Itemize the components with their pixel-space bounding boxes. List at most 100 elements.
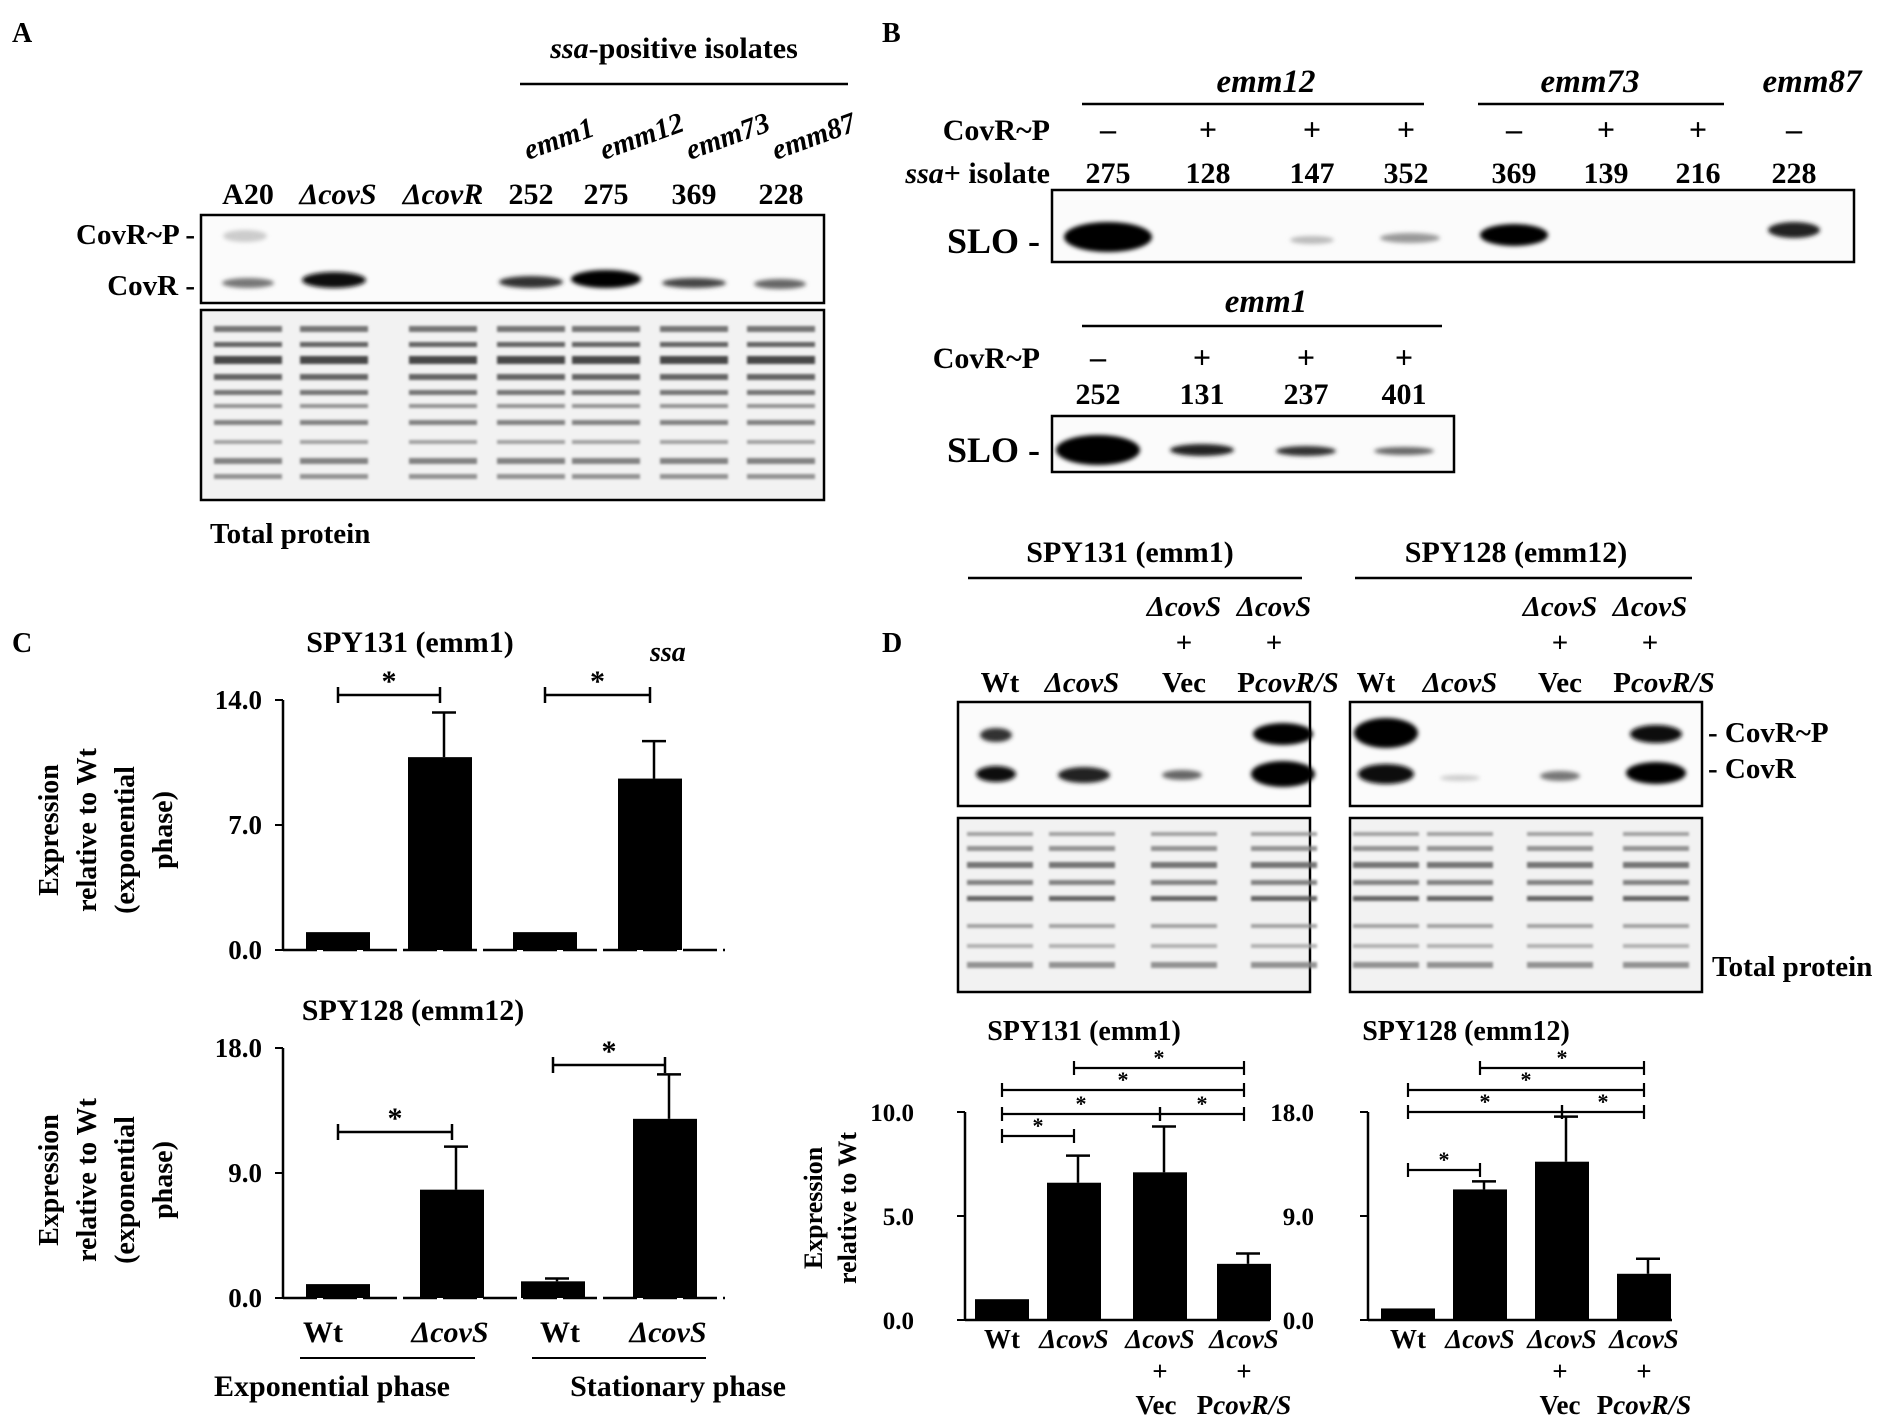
significance-star: * bbox=[1076, 1091, 1087, 1116]
protein-band bbox=[967, 962, 1033, 968]
protein-band bbox=[1353, 832, 1419, 836]
protein-band bbox=[214, 420, 282, 425]
ylabel-line: Expression bbox=[799, 1146, 828, 1269]
significance-star: * bbox=[1480, 1089, 1491, 1114]
protein-band bbox=[214, 390, 282, 395]
x-label: Wt bbox=[984, 1324, 1020, 1354]
protein-band bbox=[1427, 944, 1493, 948]
y-tick-label: 5.0 bbox=[883, 1204, 914, 1231]
emm-label: emm73 bbox=[681, 107, 774, 167]
protein-band bbox=[409, 390, 477, 395]
protein-band bbox=[1049, 832, 1115, 836]
protein-band bbox=[660, 458, 728, 464]
bar bbox=[975, 1299, 1029, 1320]
slo-label: SLO - bbox=[947, 430, 1040, 470]
protein-band bbox=[1151, 924, 1217, 928]
protein-band bbox=[1251, 862, 1317, 868]
protein-band bbox=[497, 326, 565, 332]
protein-band bbox=[1251, 880, 1317, 885]
protein-band bbox=[214, 342, 282, 347]
protein-band bbox=[572, 458, 640, 464]
ylabel-line: relative to Wt bbox=[72, 1097, 103, 1261]
protein-band bbox=[660, 342, 728, 347]
protein-band bbox=[214, 474, 282, 479]
lane-label: Wt bbox=[981, 667, 1020, 699]
isolate-number: 252 bbox=[1076, 378, 1121, 411]
lane-top: ΔcovS bbox=[1236, 591, 1312, 623]
protein-band bbox=[1623, 846, 1689, 851]
lane-label: Wt bbox=[1357, 667, 1396, 699]
protein-band bbox=[1527, 924, 1593, 928]
plus-sign: + bbox=[1176, 627, 1193, 659]
y-tick-label: 0.0 bbox=[883, 1308, 914, 1335]
significance-star: * bbox=[1154, 1045, 1165, 1070]
protein-band bbox=[1623, 962, 1689, 968]
chart-title: SPY128 (emm12) bbox=[302, 994, 524, 1027]
isolate-number: 228 bbox=[1772, 157, 1817, 190]
y-tick-label: 0.0 bbox=[228, 935, 262, 965]
covr-band-label: CovR - bbox=[107, 270, 195, 302]
western-blot-d-emm12 bbox=[1348, 700, 1704, 808]
protein-band bbox=[497, 356, 565, 364]
lane-label: ΔcovS bbox=[298, 178, 376, 211]
lane-top: ΔcovS bbox=[1146, 591, 1222, 623]
x-label: ΔcovS bbox=[1038, 1324, 1108, 1354]
isolate-number: 147 bbox=[1290, 157, 1335, 190]
bar bbox=[1047, 1182, 1101, 1320]
emm-label: emm87 bbox=[767, 106, 861, 166]
protein-band bbox=[497, 458, 565, 464]
bar-chart-d-emm1: 0.0 5.0 10.0 * * * * * bbox=[870, 1045, 1271, 1335]
significance-star: * bbox=[1521, 1067, 1532, 1092]
lane-label: 252 bbox=[509, 178, 554, 211]
plus-sign: + bbox=[1642, 627, 1659, 659]
protein-band bbox=[214, 440, 282, 444]
protein-band bbox=[1623, 944, 1689, 948]
covr-p-sign: – bbox=[1785, 111, 1803, 147]
covr-p-sign: + bbox=[1689, 111, 1707, 147]
western-blot-b-row1 bbox=[1050, 188, 1856, 264]
covr-p-sign: + bbox=[1395, 339, 1413, 375]
protein-band bbox=[497, 342, 565, 347]
panel-a: A ssa-positive isolates emm1 emm12 emm73… bbox=[12, 18, 862, 550]
protein-band bbox=[967, 896, 1033, 901]
panel-d: D SPY131 (emm1) SPY128 (emm12) ΔcovS Δco… bbox=[799, 536, 1872, 1420]
protein-band bbox=[572, 474, 640, 479]
slo-bands-row1 bbox=[1064, 222, 1820, 252]
protein-band bbox=[497, 404, 565, 408]
bar bbox=[1453, 1189, 1507, 1320]
x-sub-label: Vec bbox=[1540, 1390, 1581, 1420]
protein-band bbox=[1151, 862, 1217, 868]
protein-band bbox=[747, 474, 815, 479]
ylabel-line: phase) bbox=[148, 791, 179, 869]
bar bbox=[633, 1118, 697, 1298]
protein-band bbox=[1049, 962, 1115, 968]
ylabel-line: relative to Wt bbox=[833, 1132, 862, 1284]
isolate-number: 131 bbox=[1180, 378, 1225, 411]
x-label: ΔcovS bbox=[1208, 1324, 1278, 1354]
protein-band bbox=[1527, 846, 1593, 851]
covr-p-sign: + bbox=[1297, 339, 1315, 375]
protein-band bbox=[497, 374, 565, 380]
protein-band bbox=[1427, 924, 1493, 928]
lane-label: 369 bbox=[672, 178, 717, 211]
panel-b-letter: B bbox=[882, 18, 901, 49]
lane-label: Vec bbox=[1538, 667, 1582, 699]
protein-band bbox=[967, 924, 1033, 928]
total-protein-label-d: Total protein bbox=[1712, 951, 1872, 983]
significance-star: * bbox=[602, 1035, 617, 1068]
isolate-number: 352 bbox=[1384, 157, 1429, 190]
significance-star: * bbox=[1557, 1045, 1568, 1070]
significance-star: * bbox=[1118, 1067, 1129, 1092]
protein-band bbox=[497, 420, 565, 425]
protein-band bbox=[409, 356, 477, 364]
protein-band bbox=[1427, 832, 1493, 836]
western-bands-d bbox=[976, 718, 1686, 787]
panel-a-letter: A bbox=[12, 18, 33, 49]
x-sub-label: Vec bbox=[1136, 1390, 1177, 1420]
protein-band bbox=[409, 474, 477, 479]
protein-band bbox=[1427, 896, 1493, 901]
protein-band bbox=[1427, 846, 1493, 851]
y-tick-label: 18.0 bbox=[215, 1033, 262, 1063]
panel-b: B emm12 emm73 emm87 CovR~P ssa+ isolate … bbox=[882, 18, 1863, 474]
